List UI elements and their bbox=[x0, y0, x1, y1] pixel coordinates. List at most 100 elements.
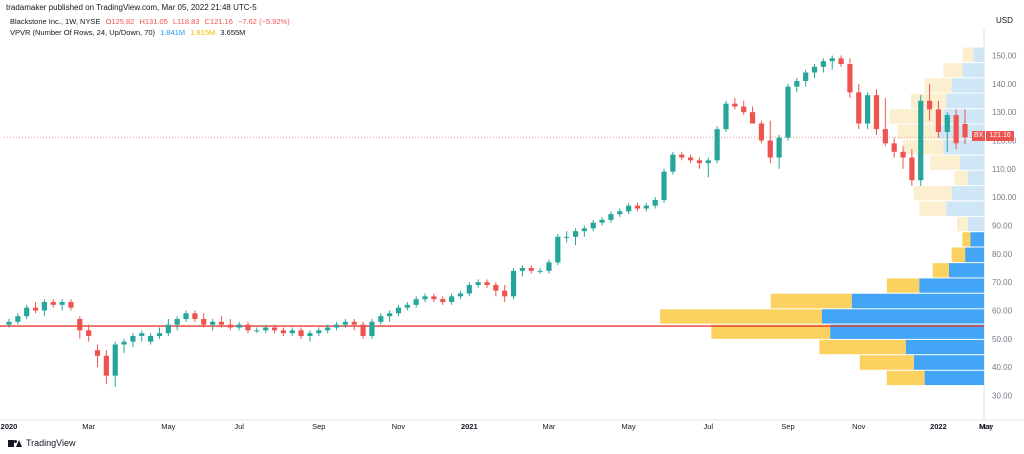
candle-body bbox=[94, 350, 101, 356]
y-axis-unit: USD bbox=[996, 16, 1013, 25]
candle-body bbox=[643, 205, 649, 209]
symbol-name[interactable]: Blackstone Inc., 1W, NYSE bbox=[10, 17, 101, 26]
candle-body bbox=[192, 313, 198, 319]
x-tick-label: 2020 bbox=[1, 422, 18, 431]
y-tick-label: 140.00 bbox=[992, 80, 1017, 89]
candle-body bbox=[776, 137, 782, 158]
y-tick-label: 100.00 bbox=[992, 193, 1017, 202]
candle-body bbox=[626, 205, 632, 212]
candle-body bbox=[856, 92, 862, 124]
candle-body bbox=[139, 333, 145, 336]
tradingview-logo[interactable]: TradingView bbox=[8, 438, 76, 448]
candle-body bbox=[510, 270, 517, 297]
volume-profile-down-bar bbox=[889, 109, 944, 124]
candle-body bbox=[794, 81, 800, 87]
candle-body bbox=[254, 330, 260, 332]
x-tick-label: Jul bbox=[234, 422, 244, 431]
candle-body bbox=[387, 313, 393, 317]
candle-body bbox=[130, 336, 136, 342]
candle-body bbox=[670, 154, 676, 172]
volume-profile-down-bar bbox=[932, 263, 949, 278]
y-tick-label: 40.00 bbox=[992, 363, 1013, 372]
candle-body bbox=[201, 319, 207, 325]
candle-body bbox=[696, 160, 703, 164]
volume-profile-up-bar bbox=[830, 324, 984, 339]
candle-body bbox=[608, 214, 614, 220]
y-tick-label: 150.00 bbox=[992, 52, 1017, 61]
candle-body bbox=[519, 268, 526, 271]
volume-profile-up-bar bbox=[962, 63, 984, 78]
candle-body bbox=[900, 151, 906, 158]
candle-body bbox=[493, 285, 499, 291]
chart-legend: Blackstone Inc., 1W, NYSE O125.82 H131.0… bbox=[10, 16, 293, 38]
candle-body bbox=[342, 321, 348, 325]
volume-profile-up-bar bbox=[948, 263, 984, 278]
x-tick-label: Sep bbox=[312, 422, 325, 431]
vpvr-total-value: 3.655M bbox=[220, 28, 246, 37]
candle-body bbox=[325, 327, 331, 331]
candle-body bbox=[475, 282, 481, 285]
volume-profile-up-bar bbox=[967, 170, 984, 186]
candle-body bbox=[962, 124, 968, 138]
volume-profile-down-bar bbox=[886, 370, 925, 386]
candle-body bbox=[271, 327, 278, 331]
candle-body bbox=[679, 154, 685, 158]
candle-body bbox=[333, 324, 340, 328]
x-tick-label: May bbox=[622, 422, 636, 431]
volume-profile-down-bar bbox=[897, 124, 939, 139]
y-tick-label: 110.00 bbox=[992, 165, 1016, 174]
volume-profile-up-bar bbox=[913, 355, 984, 370]
close-value: C121.16 bbox=[204, 17, 233, 26]
time-axis[interactable]: 2020 Mar May Jul Sep Nov 2021 Mar May Jul Sep Nov 20… bbox=[1, 422, 994, 431]
x-tick-label: 2021 bbox=[461, 422, 478, 431]
indicator-row: VPVR (Number Of Rows, 24, Up/Down, 70) 1… bbox=[10, 27, 293, 38]
x-tick-label: Nov bbox=[852, 422, 866, 431]
candle-body bbox=[307, 333, 313, 336]
x-tick-label: Mar bbox=[82, 422, 95, 431]
publisher-text: tradamaker published on TradingView.com,… bbox=[6, 3, 257, 12]
x-tick-label: May bbox=[161, 422, 175, 431]
candle-body bbox=[103, 355, 109, 376]
candle-body bbox=[944, 115, 950, 132]
volume-profile-down-bar bbox=[711, 324, 831, 339]
candle-body bbox=[86, 330, 92, 336]
symbol-row: Blackstone Inc., 1W, NYSE O125.82 H131.0… bbox=[10, 16, 293, 27]
candle-body bbox=[50, 302, 56, 305]
volume-profile-up-bar bbox=[919, 278, 984, 293]
candle-body bbox=[413, 299, 419, 305]
candle-body bbox=[652, 200, 658, 206]
candle-body bbox=[448, 296, 455, 302]
candle-body bbox=[218, 321, 225, 325]
candlesticks bbox=[6, 55, 968, 387]
candle-body bbox=[404, 304, 410, 308]
candle-body bbox=[935, 109, 942, 132]
candle-body bbox=[926, 100, 933, 110]
volume-profile-down-bar bbox=[859, 355, 914, 370]
candle-body bbox=[32, 307, 39, 311]
candle-body bbox=[378, 316, 384, 322]
brand-name: TradingView bbox=[26, 438, 76, 448]
volume-profile-up-bar bbox=[905, 339, 984, 355]
candle-body bbox=[59, 302, 65, 305]
candle-body bbox=[280, 330, 287, 334]
candle-body bbox=[634, 205, 641, 209]
indicator-name[interactable]: VPVR (Number Of Rows, 24, Up/Down, 70) bbox=[10, 28, 156, 37]
x-tick-label: 2022 bbox=[930, 422, 947, 431]
vpvr-up-value: 1.841M bbox=[160, 28, 186, 37]
volume-profile-down-bar bbox=[660, 309, 822, 324]
price-axis[interactable]: USD 30.00 40.00 50.00 60.00 70.00 80.00 90.00 10… bbox=[992, 16, 1017, 401]
candle-body bbox=[714, 129, 720, 161]
volume-profile bbox=[660, 47, 984, 386]
candle-body bbox=[457, 293, 464, 297]
candle-body bbox=[555, 236, 561, 263]
volume-profile-up-bar bbox=[951, 78, 984, 93]
volume-profile-down-bar bbox=[819, 339, 906, 355]
x-tick-label: Nov bbox=[392, 422, 406, 431]
candle-body bbox=[918, 100, 924, 181]
volume-profile-up-bar bbox=[967, 216, 984, 232]
candle-body bbox=[617, 211, 623, 215]
volume-profile-up-bar bbox=[851, 293, 984, 309]
candle-body bbox=[528, 268, 534, 271]
candle-body bbox=[351, 321, 357, 325]
